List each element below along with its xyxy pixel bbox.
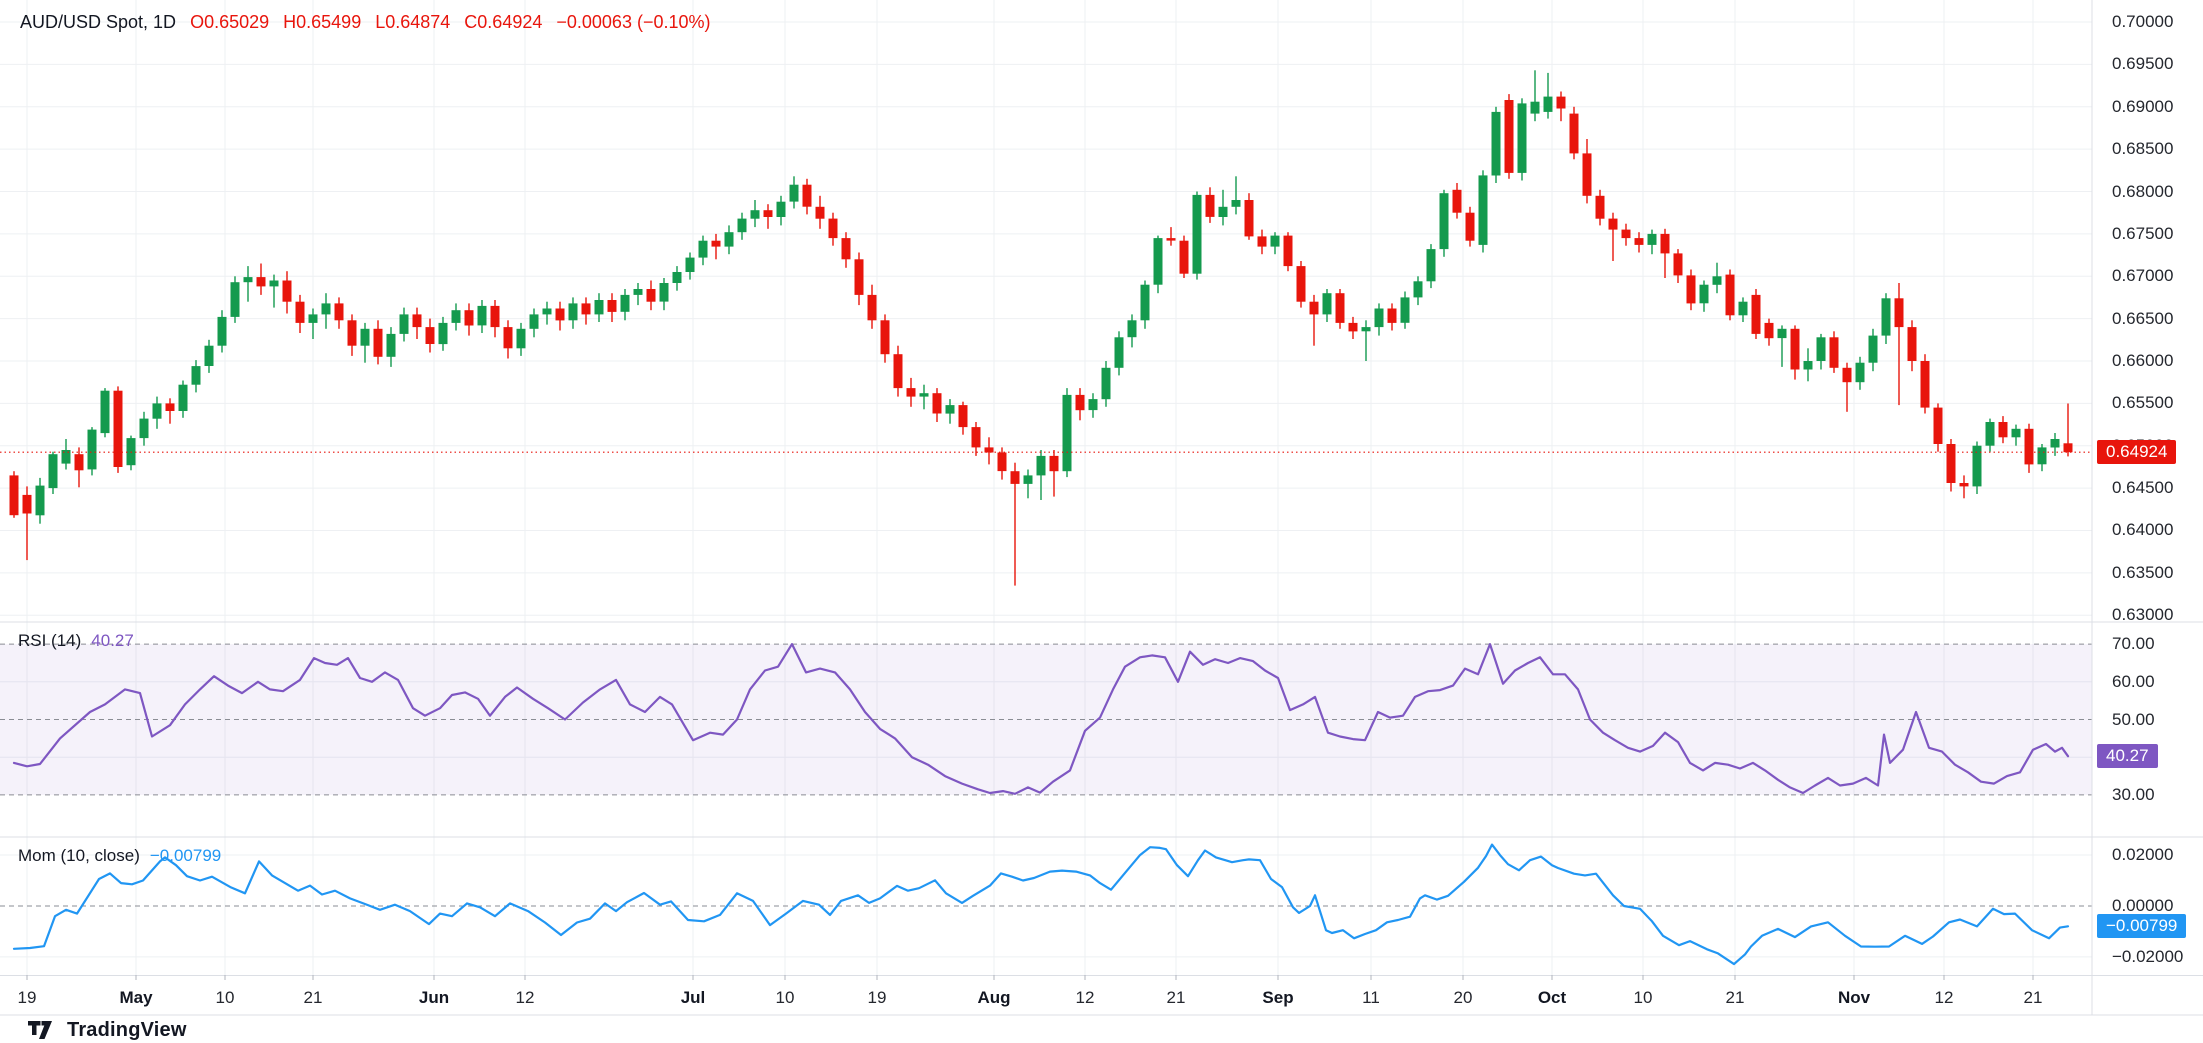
rsi-axis-label: 70.00: [2112, 634, 2155, 654]
time-axis-day-label: 12: [515, 988, 535, 1007]
rsi-axis-label: 60.00: [2112, 671, 2155, 691]
time-axis-day-label: 11: [1362, 988, 1380, 1007]
time-axis-day-label: 10: [215, 988, 235, 1007]
time-axis-month-label: Nov: [1837, 988, 1871, 1007]
mom-indicator-label[interactable]: Mom (10, close): [18, 846, 140, 865]
price-axis-label: 0.70000: [2112, 12, 2174, 32]
price-axis-label: 0.69000: [2112, 96, 2174, 116]
price-axis-label: 0.66500: [2112, 308, 2174, 328]
time-axis-month-label: May: [119, 988, 153, 1007]
rsi-indicator-value: 40.27: [91, 631, 134, 650]
time-axis-day-label: 21: [303, 988, 323, 1007]
symbol-legend: AUD/USD Spot, 1D O0.65029 H0.65499 L0.64…: [20, 12, 711, 33]
price-axis-label: 0.68000: [2112, 181, 2174, 201]
time-axis[interactable]: 19 May 10 21 Jun 12 Jul 10 19 Aug 12 21 Sep 11 20 Oct 10…: [0, 988, 2203, 1014]
mom-indicator-value: −0.00799: [149, 846, 222, 865]
price-axis-label: 0.64000: [2112, 520, 2174, 540]
price-axis-label: 0.69500: [2112, 54, 2174, 74]
rsi-axis-label: 50.00: [2112, 709, 2155, 729]
time-axis-month-label: Jul: [680, 988, 706, 1007]
time-axis-day-label: 20: [1453, 988, 1473, 1007]
time-axis-month-label: Aug: [977, 988, 1011, 1007]
current-price-badge: 0.64924: [2097, 440, 2177, 465]
mom-line: [12, 843, 2070, 966]
ohlc-open: O0.65029: [190, 12, 270, 32]
time-axis-day-label: 12: [1934, 988, 1954, 1007]
rsi-indicator-label[interactable]: RSI (14): [18, 631, 82, 650]
price-axis-label: 0.67500: [2112, 223, 2174, 243]
time-axis-day-label: 21: [2023, 988, 2043, 1007]
mom-axis-label: 0.00000: [2112, 895, 2174, 915]
ohlc-change: −0.00063 (−0.10%): [556, 12, 711, 32]
time-axis-day-label: 21: [1166, 988, 1186, 1007]
time-axis-month-label: Sep: [1262, 988, 1294, 1007]
rsi-axis-label: 30.00: [2112, 784, 2155, 804]
price-axis-label: 0.66000: [2112, 350, 2174, 370]
time-axis-day-label: 10: [1633, 988, 1653, 1007]
price-axis-label: 0.67000: [2112, 266, 2174, 286]
symbol-title[interactable]: AUD/USD Spot, 1D: [20, 12, 177, 32]
candlestick-series: [9, 70, 2073, 586]
time-axis-day-label: 19: [867, 988, 887, 1007]
rsi-pane-title: RSI (14) 40.27: [18, 631, 134, 651]
price-axis-label: 0.63500: [2112, 562, 2174, 582]
rsi-value-badge: 40.27: [2097, 744, 2158, 769]
time-axis-day-label: 12: [1075, 988, 1095, 1007]
rsi-line: [12, 642, 2070, 795]
time-axis-month-label: Oct: [1537, 988, 1567, 1007]
ohlc-close: C0.64924: [464, 12, 543, 32]
price-axis-label: 0.65500: [2112, 393, 2174, 413]
tradingview-logo-icon[interactable]: [28, 1020, 58, 1040]
time-axis-day-label: 19: [17, 988, 37, 1007]
price-axis-label: 0.63000: [2112, 605, 2174, 625]
mom-axis-label: 0.02000: [2112, 845, 2174, 865]
mom-pane-title: Mom (10, close) −0.00799: [18, 846, 221, 866]
footer-attribution: TradingView: [28, 1017, 187, 1043]
time-axis-month-label: Jun: [418, 988, 450, 1007]
ohlc-high: H0.65499: [283, 12, 362, 32]
time-axis-day-label: 10: [775, 988, 795, 1007]
price-axis[interactable]: 0.70000 0.69500 0.69000 0.68500 0.68000 0.675…: [0, 0, 2203, 1015]
ohlc-low: L0.64874: [375, 12, 451, 32]
price-axis-label: 0.68500: [2112, 139, 2174, 159]
time-axis-day-label: 21: [1725, 988, 1745, 1007]
price-axis-label: 0.64500: [2112, 478, 2174, 498]
mom-axis-label: −0.02000: [2112, 946, 2184, 966]
mom-value-badge: −0.00799: [2097, 914, 2187, 939]
tradingview-brand-text[interactable]: TradingView: [67, 1018, 187, 1041]
